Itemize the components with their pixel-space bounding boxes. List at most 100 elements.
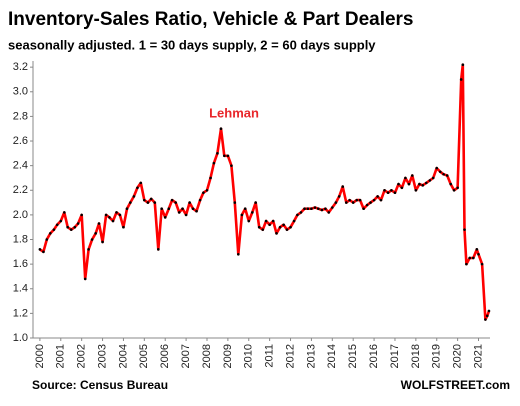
point xyxy=(424,181,428,185)
point xyxy=(407,182,411,186)
point xyxy=(296,213,299,217)
point xyxy=(445,174,449,177)
point xyxy=(219,127,223,131)
point xyxy=(69,228,73,231)
point xyxy=(362,207,365,211)
point xyxy=(118,213,122,217)
point xyxy=(198,198,202,202)
point xyxy=(480,262,484,266)
point xyxy=(247,219,251,223)
point xyxy=(484,318,487,321)
point xyxy=(400,186,404,190)
point xyxy=(278,225,282,229)
point xyxy=(376,195,379,198)
x-tick-label: 2013 xyxy=(305,344,317,368)
point xyxy=(275,232,278,235)
point xyxy=(344,201,348,204)
point xyxy=(386,191,390,195)
point xyxy=(195,209,198,213)
point xyxy=(299,211,303,214)
x-tick-label: 2019 xyxy=(431,344,443,368)
point xyxy=(97,222,101,225)
chart-title: Inventory-Sales Ratio, Vehicle & Part De… xyxy=(8,9,414,30)
point xyxy=(334,201,338,204)
point xyxy=(163,216,167,219)
point xyxy=(461,63,465,66)
point xyxy=(63,211,66,214)
y-tick-label: 2.6 xyxy=(13,135,28,147)
source: Source: Census Bureau xyxy=(32,378,168,392)
point xyxy=(160,207,163,211)
point xyxy=(122,225,125,229)
point xyxy=(80,213,83,217)
point xyxy=(59,219,63,223)
point xyxy=(184,213,188,217)
point xyxy=(170,198,174,202)
line xyxy=(39,63,491,321)
point xyxy=(285,228,289,231)
x-tick-label: 2005 xyxy=(138,344,150,368)
point xyxy=(55,223,59,227)
point xyxy=(73,225,77,229)
x-tick-label: 2011 xyxy=(264,344,276,368)
point xyxy=(414,188,418,192)
x-tick-label: 2007 xyxy=(180,344,192,368)
point xyxy=(289,225,292,229)
point xyxy=(421,184,425,187)
point xyxy=(331,206,334,209)
point xyxy=(49,232,52,235)
point xyxy=(351,201,355,204)
point xyxy=(475,248,479,251)
point xyxy=(372,198,376,202)
point xyxy=(188,201,191,204)
y-tick-label: 1.6 xyxy=(13,258,28,270)
x-tick-label: 2010 xyxy=(243,344,255,368)
point xyxy=(108,216,111,219)
point xyxy=(167,207,171,211)
point xyxy=(306,207,310,211)
point xyxy=(320,208,324,212)
point xyxy=(149,197,153,201)
point xyxy=(45,238,49,241)
x-tick-label: 2003 xyxy=(96,344,108,368)
point xyxy=(251,211,254,214)
y-tick-label: 2.4 xyxy=(13,160,28,172)
y-tick-label: 1.4 xyxy=(13,283,28,295)
y-tick-label: 1.0 xyxy=(13,332,28,344)
point xyxy=(418,182,421,186)
point xyxy=(132,195,136,198)
point xyxy=(465,262,468,266)
point xyxy=(261,228,265,231)
point xyxy=(456,186,459,190)
point xyxy=(240,213,244,217)
point xyxy=(383,188,386,192)
point xyxy=(471,256,475,260)
y-tick-label: 3.2 xyxy=(13,61,28,73)
y-tick-label: 1.8 xyxy=(13,233,28,245)
brand: WOLFSTREET.com xyxy=(401,378,510,392)
point xyxy=(76,222,80,225)
point xyxy=(191,207,195,211)
point xyxy=(125,207,129,211)
point xyxy=(143,198,146,202)
point xyxy=(292,219,296,223)
x-tick-label: 2018 xyxy=(410,344,422,368)
point xyxy=(90,238,94,241)
point xyxy=(264,219,268,223)
point xyxy=(282,223,285,227)
x-tick-label: 2017 xyxy=(389,344,401,368)
y-tick-label: 1.2 xyxy=(13,307,28,319)
point xyxy=(136,186,139,190)
point xyxy=(177,211,181,214)
x-tick-label: 2021 xyxy=(472,344,484,368)
point xyxy=(83,277,87,281)
point xyxy=(268,223,271,227)
point xyxy=(237,252,240,256)
point xyxy=(449,182,453,186)
point xyxy=(38,248,42,251)
point xyxy=(181,207,184,211)
point xyxy=(442,172,445,176)
point xyxy=(317,207,320,211)
x-tick-label: 2000 xyxy=(34,344,46,368)
point xyxy=(226,154,230,158)
